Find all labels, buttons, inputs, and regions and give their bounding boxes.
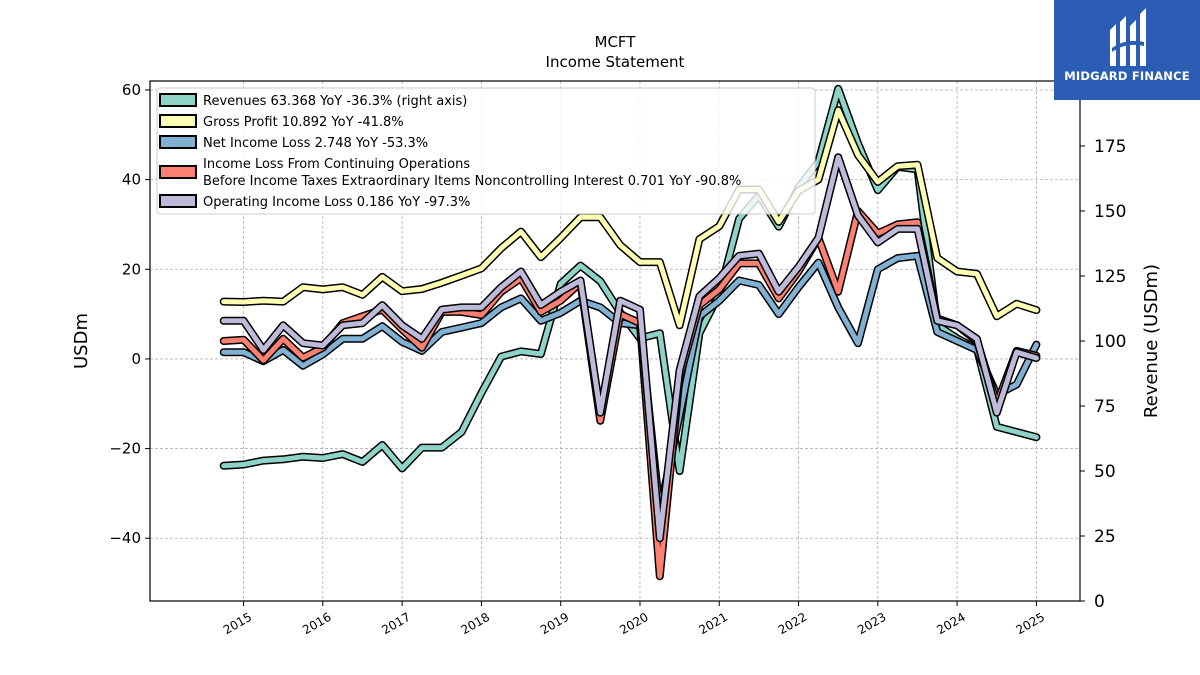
right-tick-label: 0: [1094, 592, 1105, 612]
left-tick-label: −20: [109, 440, 141, 458]
x-tick-label: 2021: [697, 610, 730, 637]
legend-swatch: [159, 114, 197, 128]
legend-swatch: [159, 93, 197, 107]
right-tick-label: 75: [1094, 397, 1116, 417]
series-lines: [219, 84, 1041, 581]
chart-subtitle: Income Statement: [546, 53, 685, 71]
legend-box: [156, 87, 816, 215]
series-outline-income-loss-from: [219, 207, 1041, 581]
series-line-gross-profit: [221, 107, 1039, 328]
series-line-operating-income-loss: [221, 154, 1039, 541]
x-tick-label: 2022: [776, 610, 809, 637]
right-tick-label: 25: [1094, 527, 1116, 547]
legend-label: Before Income Taxes Extraordinary Items …: [203, 174, 741, 189]
left-tick-label: 60: [122, 81, 141, 99]
x-tick-label: 2020: [617, 610, 650, 637]
chart-title: MCFT: [595, 33, 637, 51]
x-tick-label: 2018: [459, 610, 492, 637]
left-tick-label: −40: [109, 529, 141, 547]
legend-swatch: [159, 135, 197, 149]
right-tick-label: 50: [1094, 462, 1116, 482]
brand-logo: MIDGARD FINANCE: [1054, 0, 1200, 100]
left-tick-label: 40: [122, 171, 141, 189]
x-tick-label: 2015: [221, 610, 254, 637]
x-tick-label: 2019: [538, 610, 571, 637]
series-line-net-income-loss: [221, 253, 1039, 514]
legend-label: Revenues 63.368 YoY -36.3% (right axis): [203, 94, 467, 109]
legend-label: Operating Income Loss 0.186 YoY -97.3%: [203, 195, 470, 210]
x-tick-label: 2017: [379, 610, 412, 637]
x-tick-label: 2016: [300, 610, 333, 637]
right-tick-label: 175: [1094, 137, 1126, 157]
left-tick-label: 0: [131, 350, 141, 368]
legend-label: Gross Profit 10.892 YoY -41.8%: [203, 115, 404, 130]
brand-name: MIDGARD FINANCE: [1064, 69, 1190, 83]
x-tick-label: 2024: [934, 610, 967, 637]
legend-swatch: [159, 194, 197, 208]
left-tick-label: 20: [122, 260, 141, 278]
legend-label: Net Income Loss 2.748 YoY -53.3%: [203, 136, 428, 151]
x-tick-label: 2023: [855, 610, 888, 637]
right-tick-label: 100: [1094, 332, 1126, 352]
midgard-logo-icon: [1110, 8, 1146, 66]
right-tick-label: 150: [1094, 202, 1126, 222]
series-outline-net-income-loss: [219, 251, 1041, 516]
right-tick-label: 125: [1094, 267, 1126, 287]
legend-label: Income Loss From Continuing Operations: [203, 157, 470, 172]
x-tick-label: 2025: [1014, 610, 1047, 637]
legend: Revenues 63.368 YoY -36.3% (right axis) G…: [156, 87, 816, 215]
right-axis-label: Revenue (USDm): [1141, 264, 1162, 418]
series-line-income-loss-from: [221, 208, 1039, 579]
legend-swatch: [159, 165, 197, 179]
left-axis-label: USDm: [71, 313, 92, 369]
